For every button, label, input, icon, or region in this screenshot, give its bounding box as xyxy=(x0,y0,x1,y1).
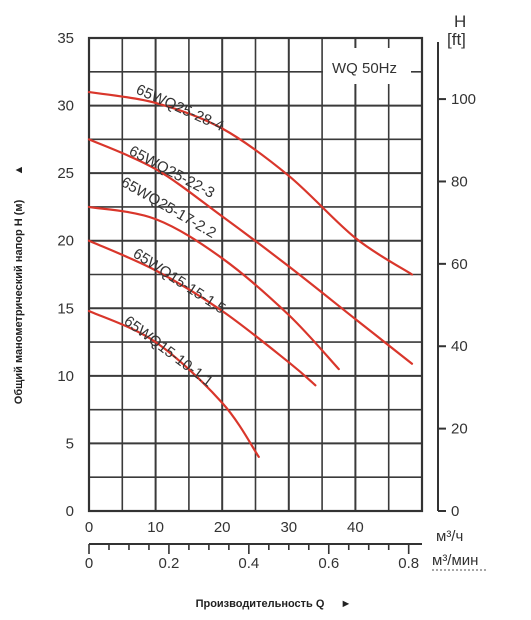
annotation-box xyxy=(323,48,411,84)
curve-line-4 xyxy=(87,239,317,387)
x-tick-label-primary: 40 xyxy=(347,519,364,536)
curve-line-3 xyxy=(87,205,340,371)
y-tick-label: 5 xyxy=(66,435,74,452)
x-axis-primary-ticks: 0 10 20 30 40 xyxy=(85,519,364,536)
x-tick-label-primary: 30 xyxy=(280,519,297,536)
right-tick-label: 100 xyxy=(451,91,476,108)
y-tick-label: 0 xyxy=(66,503,74,520)
grid xyxy=(87,36,424,513)
y-tick-label: 35 xyxy=(57,30,74,47)
curve-labels: 65WQ25-28-4 65WQ25-22-3 65WQ25-17-2.2 65… xyxy=(118,81,229,390)
y-axis-title: Общий манометрический напор H (м) xyxy=(13,199,25,404)
curve-label-4: 65WQ15-15-1.5 xyxy=(130,245,229,317)
right-axis-ticks: 0 20 40 60 80 100 xyxy=(438,91,476,520)
curve-label-5: 65WQ15-10-1.1 xyxy=(121,313,216,391)
curve-line-5 xyxy=(87,309,260,458)
x-unit-primary: м³/ч xyxy=(436,528,463,545)
right-tick-label: 20 xyxy=(451,421,468,438)
x-unit-secondary: м³/мин xyxy=(432,552,478,569)
y-tick-label: 10 xyxy=(57,368,74,385)
curve-label-1: 65WQ25-28-4 xyxy=(133,81,226,135)
x-tick-label-secondary: 0.8 xyxy=(398,555,419,572)
right-tick-label: 60 xyxy=(451,256,468,273)
x-axis-secondary-ticks: 0 0.2 0.4 0.6 0.8 xyxy=(85,544,419,572)
x-tick-label-secondary: 0 xyxy=(85,555,93,572)
x-tick-label-secondary: 0.6 xyxy=(318,555,339,572)
left-axis-ticks: 0 5 10 15 20 25 30 35 xyxy=(57,30,74,520)
curve-line-2 xyxy=(87,138,414,365)
right-tick-label: 80 xyxy=(451,173,468,190)
y-tick-label: 15 xyxy=(57,300,74,317)
x-tick-label-primary: 20 xyxy=(214,519,231,536)
x-tick-label-secondary: 0.2 xyxy=(158,555,179,572)
right-axis-title-h: H xyxy=(454,12,466,31)
curve-line-1 xyxy=(87,91,414,276)
x-tick-label-primary: 10 xyxy=(147,519,164,536)
y-tick-label: 25 xyxy=(57,165,74,182)
x-axis-title: Производительность Q xyxy=(196,598,325,610)
y-tick-label: 20 xyxy=(57,233,74,250)
plot-frame xyxy=(87,36,424,513)
x-tick-label-primary: 0 xyxy=(85,519,93,536)
right-axis-title-ft: [ft] xyxy=(447,30,466,49)
y-tick-label: 30 xyxy=(57,98,74,115)
right-tick-label: 40 xyxy=(451,338,468,355)
annotation-text: WQ 50Hz xyxy=(332,60,397,77)
x-axis-title-arrow: ► xyxy=(341,598,352,610)
curves xyxy=(87,91,414,458)
right-tick-label: 0 xyxy=(451,503,459,520)
x-tick-label-secondary: 0.4 xyxy=(238,555,259,572)
y-axis-title-arrow: ▲ xyxy=(13,165,25,176)
